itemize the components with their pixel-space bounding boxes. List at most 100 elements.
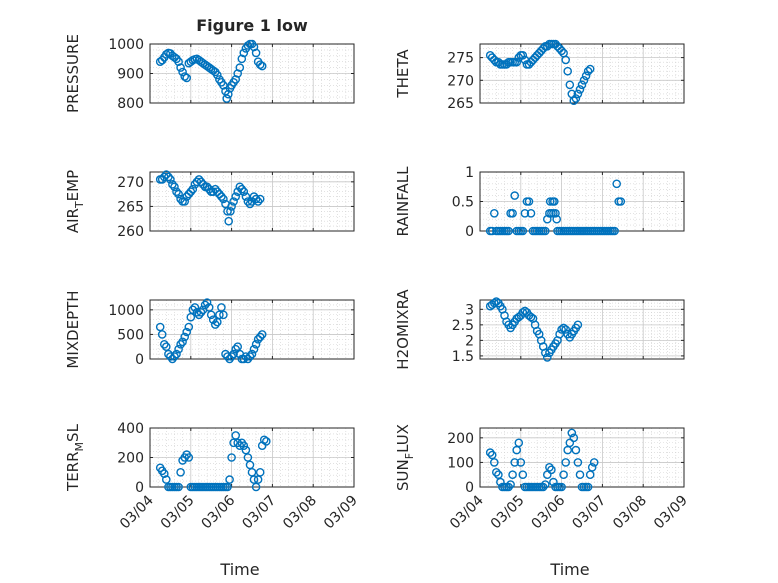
data-point	[573, 458, 583, 467]
data-point	[223, 482, 232, 492]
data-series	[485, 428, 599, 492]
data-point	[251, 194, 261, 204]
data-point	[567, 428, 577, 438]
data-point	[180, 332, 189, 342]
data-point	[255, 332, 265, 342]
data-point	[225, 475, 234, 484]
data-point	[206, 310, 216, 320]
data-point	[226, 206, 235, 216]
data-point	[516, 458, 526, 467]
data-point	[571, 94, 581, 103]
data-point	[547, 465, 556, 475]
data-point	[159, 469, 169, 479]
data-point	[164, 172, 173, 182]
data-point	[229, 349, 238, 359]
data-point	[545, 462, 554, 472]
y-tick-label: 200	[117, 451, 144, 467]
data-point	[261, 436, 271, 446]
y-tick-label: 265	[447, 96, 474, 112]
y-tick-label: 0	[465, 480, 474, 496]
data-point	[543, 470, 552, 480]
y-axis-label: PRESSURE	[64, 34, 82, 113]
data-point	[247, 349, 257, 359]
data-point	[249, 344, 259, 354]
data-point	[196, 177, 206, 187]
y-axis-label: MIXDEPTH	[64, 290, 82, 368]
subplot-theta: 265 270 275 THETA	[394, 39, 685, 112]
data-point	[243, 354, 253, 364]
x-tick-label: 03/06	[529, 492, 569, 532]
data-point	[506, 480, 515, 489]
data-point	[504, 226, 513, 236]
data-point	[161, 170, 171, 179]
data-point	[581, 71, 591, 81]
data-point	[557, 46, 566, 56]
data-point	[241, 192, 251, 201]
data-point	[227, 202, 236, 211]
data-point	[577, 80, 587, 90]
data-point	[249, 475, 259, 484]
data-point	[223, 206, 232, 216]
data-point	[541, 226, 550, 236]
data-point	[557, 482, 566, 492]
subplot-sun-flux: 0 100 200 SUNFLUX 03/04 03/05 03/06 03/07 03/08 0…	[394, 424, 691, 579]
data-point	[569, 433, 579, 443]
data-point	[176, 339, 185, 349]
data-point	[520, 208, 530, 218]
data-point	[552, 214, 562, 224]
data-point	[178, 337, 187, 347]
data-series	[485, 179, 626, 236]
data-point	[239, 48, 249, 58]
data-point	[489, 458, 499, 467]
data-point	[237, 184, 247, 194]
y-axis-label: AIRTEMP	[64, 170, 86, 233]
data-point	[231, 344, 240, 354]
data-point	[512, 57, 522, 67]
data-point	[231, 192, 240, 201]
y-tick-label: 1.5	[452, 349, 474, 365]
data-point	[178, 67, 187, 77]
data-point	[487, 450, 497, 460]
x-tick-label: 03/08	[610, 493, 650, 533]
data-point	[253, 197, 263, 206]
data-series	[155, 170, 265, 226]
data-point	[538, 482, 548, 492]
data-point	[575, 85, 585, 94]
data-point	[168, 179, 177, 189]
data-point	[571, 445, 581, 455]
x-tick-label: 03/09	[321, 493, 361, 533]
data-point	[541, 480, 550, 489]
data-point	[227, 453, 236, 462]
data-point	[253, 334, 263, 344]
data-point	[557, 325, 566, 334]
y-axis-label: TERRMSL	[64, 423, 86, 492]
axes-frame	[479, 43, 685, 104]
data-point	[489, 208, 499, 218]
x-tick-label: 03/07	[239, 493, 279, 533]
y-tick-label: 1	[465, 165, 474, 181]
y-tick-label: 2.5	[452, 318, 474, 334]
data-point	[212, 70, 222, 80]
x-tick-label: 03/08	[280, 493, 320, 533]
y-axis-label: H2OMIXRA	[394, 289, 412, 370]
data-series	[155, 431, 271, 492]
x-tick-label: 03/05	[158, 493, 198, 533]
data-point	[526, 208, 536, 218]
data-series	[485, 39, 595, 105]
data-point	[212, 187, 222, 196]
data-point	[487, 226, 497, 236]
data-point	[524, 197, 534, 206]
data-point	[239, 187, 249, 196]
data-point	[518, 470, 528, 480]
data-point	[251, 339, 261, 349]
data-point	[161, 475, 171, 484]
data-point	[184, 453, 194, 462]
axes-frame	[479, 299, 685, 360]
y-tick-label: 100	[447, 455, 474, 471]
data-point	[565, 80, 575, 90]
data-point	[210, 320, 220, 329]
subplot-h2omixra: 1.522.53 H2OMIXRA	[394, 289, 685, 370]
data-point	[563, 66, 573, 76]
data-point	[170, 352, 179, 361]
